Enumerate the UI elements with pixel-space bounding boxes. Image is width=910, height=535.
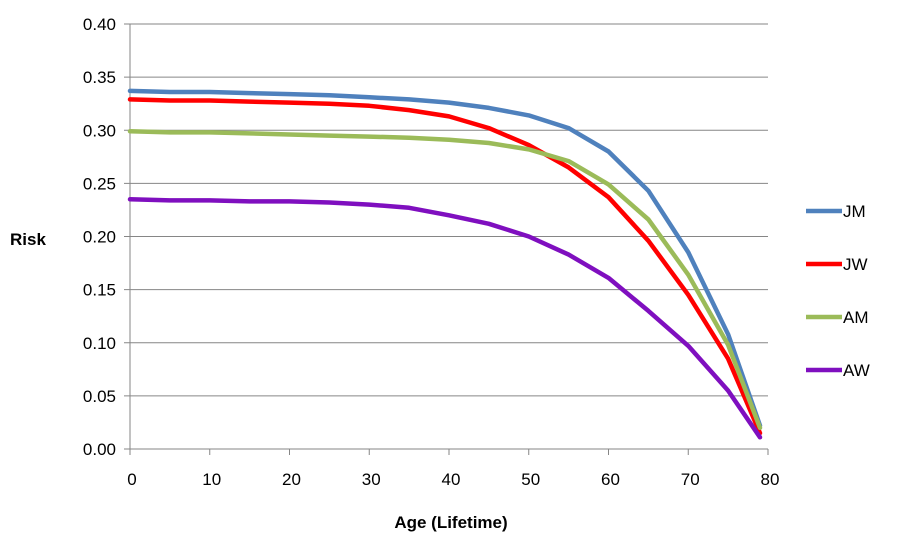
legend-label-jw: JW: [843, 255, 868, 274]
x-tick-label: 0: [127, 470, 136, 489]
x-tick-label: 60: [601, 470, 620, 489]
series-lines: [127, 88, 763, 440]
x-tick-label: 50: [521, 470, 540, 489]
gridlines: [130, 23, 768, 397]
series-line-aw: [127, 197, 763, 440]
y-tick-label: 0.40: [83, 15, 116, 34]
x-tick-label: 70: [681, 470, 700, 489]
y-axis-title: Risk: [10, 230, 46, 249]
series-line-jw: [127, 97, 763, 436]
x-tick-label: 20: [282, 470, 301, 489]
x-axis-title: Age (Lifetime): [394, 513, 507, 532]
x-tick-label: 30: [362, 470, 381, 489]
legend: JM JW AM AW: [806, 202, 870, 380]
y-tick-label: 0.30: [83, 121, 116, 140]
series-line-jm: [127, 88, 763, 428]
x-tick-label: 40: [442, 470, 461, 489]
legend-label-jm: JM: [843, 202, 866, 221]
y-tick-label: 0.35: [83, 68, 116, 87]
legend-label-am: AM: [843, 308, 869, 327]
y-tick-label: 0.10: [83, 334, 116, 353]
y-tick-label: 0.25: [83, 174, 116, 193]
x-tick-label: 10: [202, 470, 221, 489]
legend-label-aw: AW: [843, 361, 870, 380]
x-tick-labels: 0 10 20 30 40 50 60 70 80: [127, 470, 779, 489]
series-line-am: [127, 129, 763, 431]
y-tick-label: 0.00: [83, 440, 116, 459]
axes: [124, 23, 769, 455]
y-tick-label: 0.20: [83, 228, 116, 247]
x-tick-label: 80: [761, 470, 780, 489]
y-tick-label: 0.05: [83, 387, 116, 406]
y-tick-labels: 0.00 0.05 0.10 0.15 0.20 0.25 0.30 0.35 0.40: [83, 15, 116, 459]
y-tick-label: 0.15: [83, 281, 116, 300]
